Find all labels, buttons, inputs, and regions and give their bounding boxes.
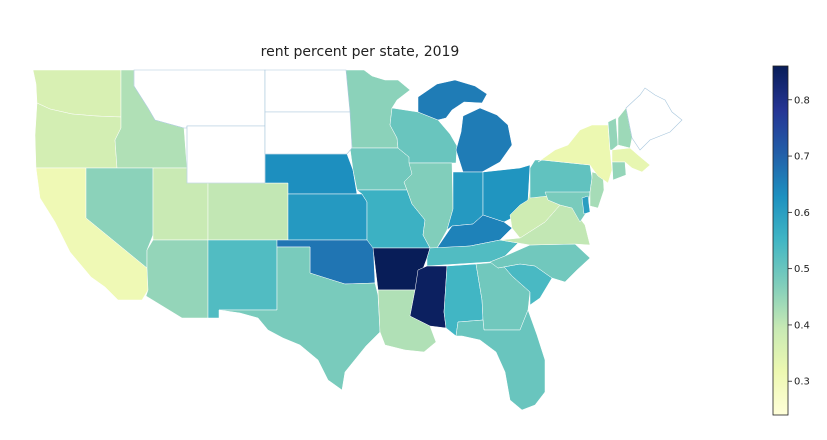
- state-TX: [218, 246, 381, 391]
- colorbar-tick-label: 0.8: [794, 95, 810, 106]
- state-CT: [611, 161, 627, 181]
- no-data-layer: [133, 69, 683, 184]
- states-layer: [32, 69, 651, 411]
- state-KS: [287, 193, 368, 241]
- colorbar-ticks: 0.3 0.4 0.5 0.6 0.7 0.8: [788, 95, 810, 388]
- colorbar: 0.3 0.4 0.5 0.6 0.7 0.8: [772, 65, 810, 416]
- state-NH: [617, 107, 633, 149]
- colorbar-tick-label: 0.5: [794, 264, 810, 275]
- state-MI: [417, 79, 513, 173]
- map-title: rent percent per state, 2019: [260, 44, 460, 60]
- state-DE: [581, 195, 591, 215]
- state-IA: [349, 147, 413, 191]
- state-FL: [455, 309, 546, 411]
- state-WY: [186, 125, 266, 184]
- state-SD: [264, 111, 353, 155]
- state-MD: [544, 191, 591, 223]
- state-ND: [264, 69, 351, 113]
- colorbar-tick-label: 0.7: [794, 152, 810, 163]
- state-AZ: [145, 239, 209, 319]
- colorbar-tick-label: 0.6: [794, 208, 810, 219]
- state-CO: [207, 182, 289, 241]
- state-NY: [537, 124, 613, 184]
- state-VT: [607, 117, 619, 151]
- state-NM: [207, 239, 278, 319]
- colorbar-tick-label: 0.4: [794, 320, 810, 331]
- colorbar-gradient: [772, 65, 789, 416]
- state-ME: [625, 87, 683, 151]
- colorbar-tick-label: 0.3: [794, 377, 810, 388]
